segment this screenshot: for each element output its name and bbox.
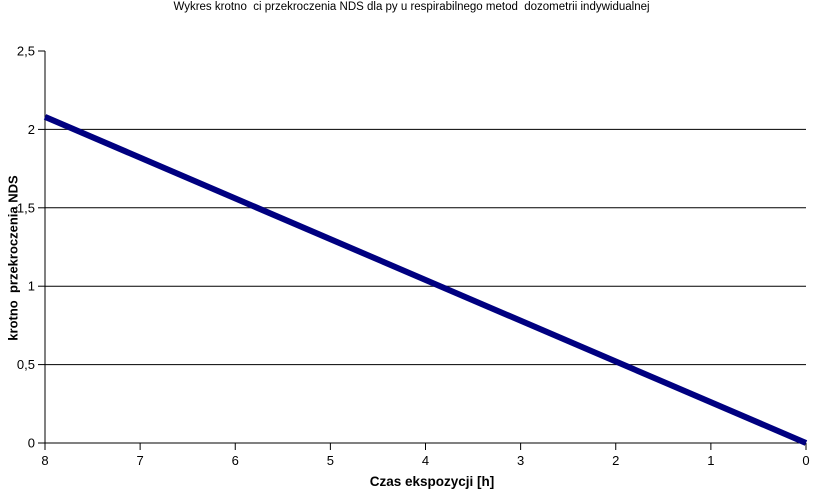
x-tick-label: 5 [327,453,334,468]
x-tick-label: 4 [422,453,429,468]
x-tick-label: 7 [137,453,144,468]
x-tick-label: 2 [612,453,619,468]
data-line [43,114,808,446]
x-tick-label: 0 [802,453,809,468]
y-tick-label: 0 [28,436,35,451]
chart-title: Wykres krotno ci przekroczenia NDS dla p… [173,1,650,13]
x-tick-label: 8 [41,453,48,468]
x-tick-label: 3 [517,453,524,468]
y-tick-label: 2 [28,122,35,137]
x-tick-label: 1 [707,453,714,468]
x-tick-label: 6 [232,453,239,468]
y-tick-label: 1,5 [17,200,35,215]
y-tick-label: 2,5 [17,44,35,59]
y-tick-label: 0,5 [17,357,35,372]
x-axis-title: Czas ekspozycji [h] [369,474,495,489]
y-tick-label: 1 [28,279,35,294]
